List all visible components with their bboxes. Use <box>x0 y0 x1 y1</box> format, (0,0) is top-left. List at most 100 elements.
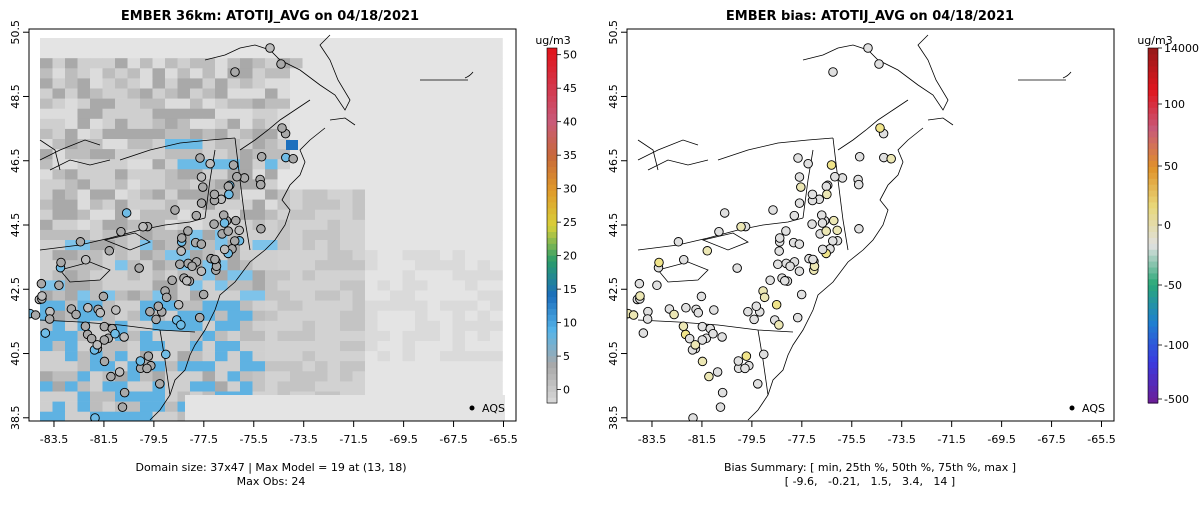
aqs-site <box>86 333 97 344</box>
aqs-site <box>99 335 110 345</box>
grid-cell <box>415 98 428 109</box>
grid-cell <box>165 179 178 190</box>
colorbar-segment <box>547 302 557 309</box>
grid-cell <box>427 179 441 190</box>
aqs-site <box>161 349 171 360</box>
grid-cell <box>265 280 278 291</box>
grid-cell <box>415 179 428 190</box>
grid-cell <box>52 219 66 231</box>
colorbar-segment <box>1148 397 1158 404</box>
grid-cell <box>452 68 466 79</box>
colorbar-segment <box>547 71 557 79</box>
grid-cell <box>277 68 291 79</box>
grid-cell <box>127 38 141 49</box>
aqs-site <box>219 244 230 255</box>
grid-cell <box>102 48 116 59</box>
grid-cell <box>215 300 228 311</box>
grid-cell <box>277 341 291 352</box>
grid-cell <box>227 361 241 372</box>
grid-cell <box>452 371 466 382</box>
grid-cell <box>77 179 91 190</box>
grid-cell <box>52 391 66 402</box>
grid-cell <box>265 240 278 251</box>
grid-cell <box>477 169 491 180</box>
grid-cell <box>365 381 378 392</box>
colorbar-segment <box>547 266 557 274</box>
grid-cell <box>127 189 141 200</box>
grid-cell <box>415 351 428 362</box>
colorbar-tick-label: -500 <box>1164 393 1189 406</box>
aqs-site <box>196 266 207 276</box>
grid-cell <box>327 179 341 190</box>
grid-cell <box>77 250 91 261</box>
grid-cell <box>390 240 403 251</box>
grid-cell <box>390 159 403 170</box>
grid-cell <box>202 169 216 180</box>
grid-cell <box>252 108 266 120</box>
grid-cell <box>465 189 478 200</box>
grid-cell <box>315 229 328 241</box>
grid-cell <box>352 118 366 130</box>
grid-cell <box>102 209 116 221</box>
grid-cell <box>315 68 328 79</box>
grid-cell <box>127 229 141 241</box>
colorbar-segment <box>1148 130 1158 138</box>
grid-cell <box>165 351 178 362</box>
grid-cell <box>402 240 416 251</box>
grid-cell <box>65 381 78 392</box>
grid-cell <box>390 280 403 291</box>
grid-cell <box>440 320 453 332</box>
colorbar-segment <box>1148 266 1158 274</box>
aqs-bias-site <box>794 266 805 276</box>
grid-cell <box>302 98 316 109</box>
colorbar-segment <box>1148 89 1158 96</box>
colorbar-segment <box>547 361 557 369</box>
grid-cell <box>77 411 91 421</box>
colorbar-segment <box>547 308 557 315</box>
grid-cell <box>477 270 491 281</box>
grid-cell <box>202 58 216 69</box>
grid-cell <box>115 219 128 231</box>
grid-cell <box>215 68 228 79</box>
grid-cell <box>152 391 166 402</box>
x-tick-label: -83.5 <box>40 433 68 446</box>
grid-cell <box>165 139 178 150</box>
grid-cell <box>165 240 178 251</box>
grid-cell <box>102 108 116 120</box>
colorbar-segment <box>547 95 557 102</box>
boundary-line <box>464 71 474 79</box>
grid-cell <box>452 320 466 332</box>
boundary-line <box>234 137 251 251</box>
grid-cell <box>202 189 216 200</box>
grid-cell <box>490 38 503 49</box>
grid-cell <box>65 48 78 59</box>
grid-cell <box>302 199 316 210</box>
aqs-site <box>114 367 125 377</box>
grid-cell <box>352 199 366 210</box>
grid-cell <box>90 58 103 69</box>
grid-cell <box>365 260 378 271</box>
grid-cell <box>465 78 478 89</box>
grid-cell <box>65 240 78 251</box>
x-tick-label: -81.5 <box>688 433 716 446</box>
grid-cell <box>402 58 416 69</box>
aqs-site <box>198 289 209 300</box>
grid-cell <box>52 68 66 79</box>
grid-cell <box>390 38 403 49</box>
grid-cell <box>390 149 403 160</box>
colorbar-segment <box>1148 361 1158 369</box>
grid-cell <box>340 68 353 79</box>
grid-cell <box>240 179 253 190</box>
grid-cell <box>340 199 353 210</box>
grid-cell <box>302 351 316 362</box>
grid-cell <box>377 250 391 261</box>
grid-cell <box>315 320 328 332</box>
boundary-line <box>149 127 326 421</box>
grid-cell <box>265 149 278 160</box>
grid-cell <box>440 78 453 89</box>
x-tick-label: -77.5 <box>788 433 816 446</box>
grid-cell <box>452 159 466 170</box>
grid-cell <box>390 371 403 382</box>
grid-cell <box>327 209 341 221</box>
grid-cell <box>465 250 478 261</box>
